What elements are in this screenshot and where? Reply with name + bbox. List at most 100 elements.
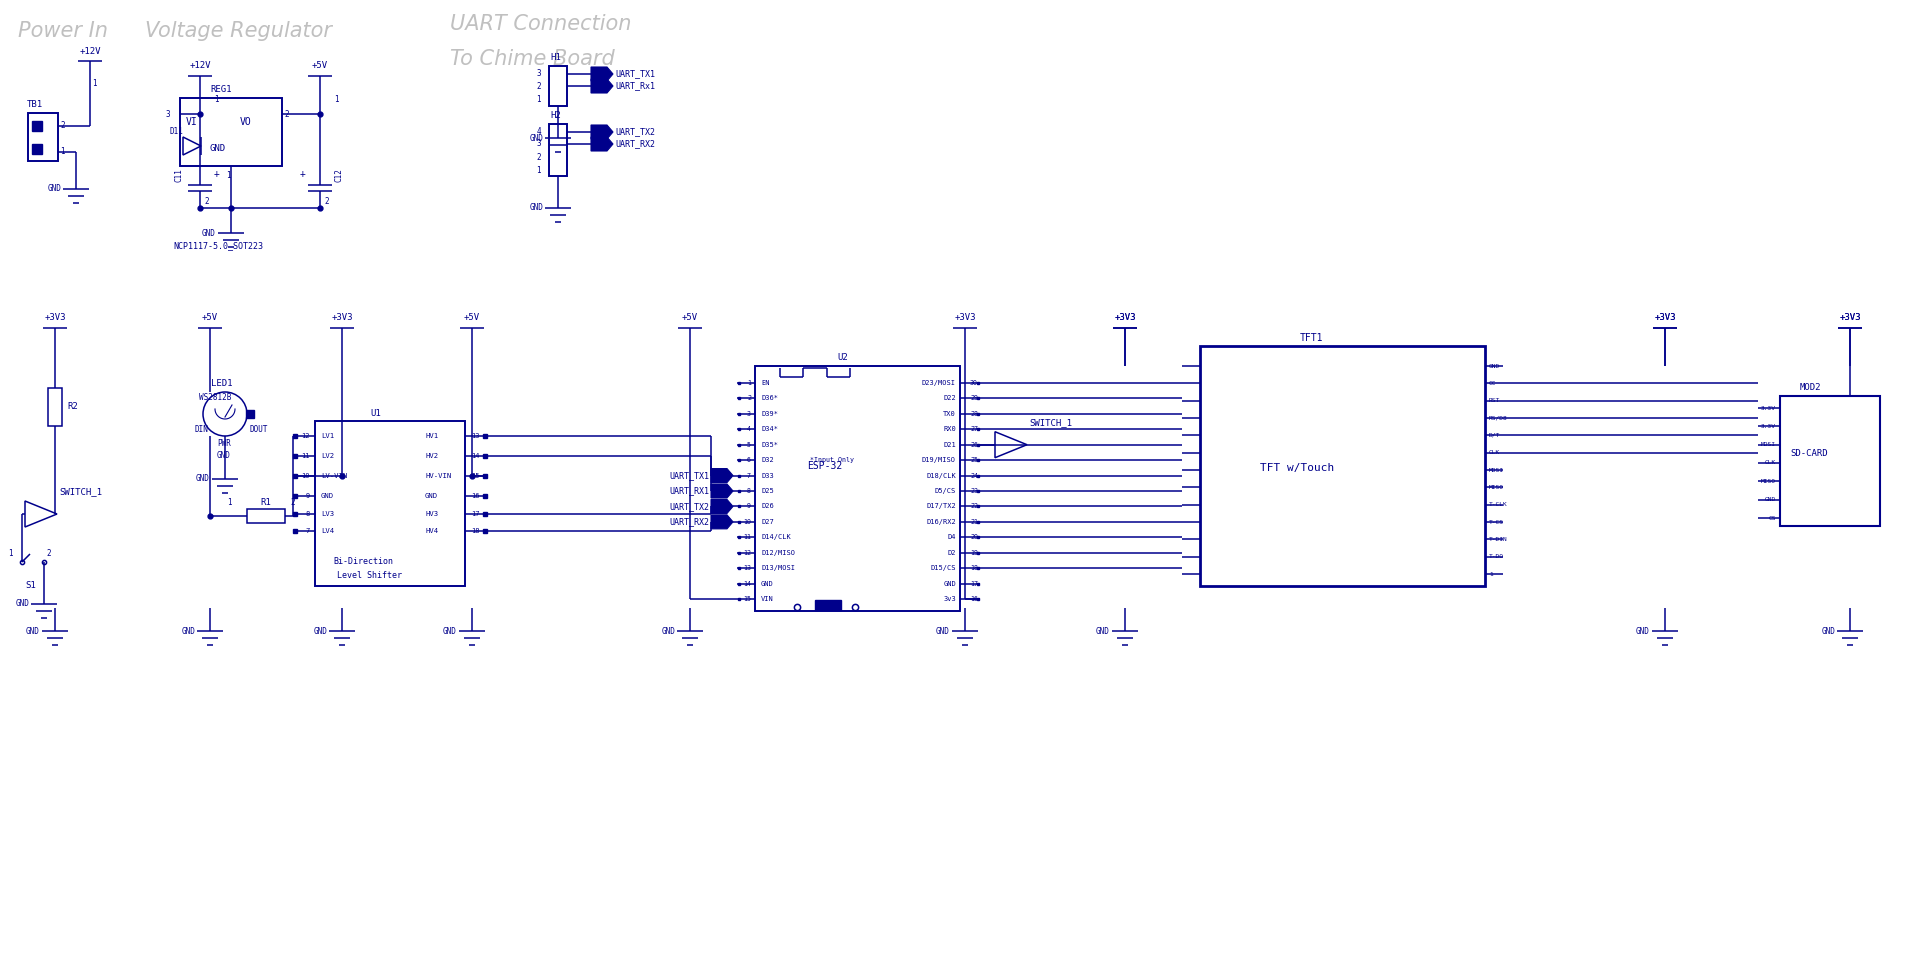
Text: D4: D4 bbox=[948, 534, 956, 541]
Text: +: + bbox=[215, 169, 220, 179]
Text: UART_TX1: UART_TX1 bbox=[615, 69, 655, 78]
Text: 13: 13 bbox=[471, 433, 479, 439]
Text: 15: 15 bbox=[743, 596, 751, 602]
Text: D35*: D35* bbox=[761, 442, 778, 448]
Text: MOSI: MOSI bbox=[1761, 442, 1776, 447]
Text: 1: 1 bbox=[536, 96, 540, 104]
Circle shape bbox=[203, 392, 247, 436]
Text: DIN: DIN bbox=[194, 425, 209, 433]
Text: HV1: HV1 bbox=[425, 433, 439, 439]
Polygon shape bbox=[711, 515, 734, 529]
Text: 18: 18 bbox=[471, 528, 479, 534]
Text: D32: D32 bbox=[761, 457, 774, 464]
Text: 23: 23 bbox=[969, 488, 977, 494]
Text: HV4: HV4 bbox=[425, 528, 439, 534]
Text: 1: 1 bbox=[215, 96, 218, 104]
Text: D11: D11 bbox=[171, 128, 184, 137]
Text: D2: D2 bbox=[948, 549, 956, 555]
Text: 14: 14 bbox=[471, 453, 479, 459]
Text: 10: 10 bbox=[301, 473, 310, 479]
Text: 10: 10 bbox=[743, 519, 751, 525]
Text: GND: GND bbox=[1096, 627, 1109, 635]
Text: 2: 2 bbox=[747, 395, 751, 401]
Text: GND: GND bbox=[425, 493, 439, 499]
Bar bbox=[33, 144, 42, 154]
Text: 3: 3 bbox=[536, 69, 540, 78]
Text: D13/MOSI: D13/MOSI bbox=[761, 565, 795, 571]
Polygon shape bbox=[590, 67, 613, 81]
Text: 1: 1 bbox=[226, 498, 232, 507]
Polygon shape bbox=[25, 501, 57, 527]
Text: 2: 2 bbox=[289, 498, 295, 507]
Text: 4: 4 bbox=[747, 427, 751, 432]
Text: 2: 2 bbox=[203, 197, 209, 207]
Polygon shape bbox=[994, 431, 1027, 458]
Text: 12: 12 bbox=[301, 433, 310, 439]
Text: D15/CS: D15/CS bbox=[931, 565, 956, 571]
Text: S1: S1 bbox=[25, 582, 36, 590]
Text: D22: D22 bbox=[943, 395, 956, 401]
Text: TFT w/Touch: TFT w/Touch bbox=[1261, 463, 1334, 473]
Text: Level Shifter: Level Shifter bbox=[337, 572, 402, 581]
Bar bbox=[33, 121, 42, 131]
Text: LV-VIN: LV-VIN bbox=[322, 473, 347, 479]
Text: 7: 7 bbox=[747, 472, 751, 478]
Text: To Chime Board: To Chime Board bbox=[450, 49, 615, 69]
Text: H2: H2 bbox=[550, 111, 561, 120]
Text: U1: U1 bbox=[370, 410, 381, 419]
Text: HV2: HV2 bbox=[425, 453, 439, 459]
Text: GND: GND bbox=[943, 581, 956, 587]
Text: 8: 8 bbox=[307, 511, 310, 517]
Text: VIN: VIN bbox=[761, 596, 774, 602]
Text: 3: 3 bbox=[165, 109, 171, 118]
Text: UART_TX2: UART_TX2 bbox=[669, 502, 709, 510]
Text: Voltage Regulator: Voltage Regulator bbox=[146, 21, 331, 41]
Text: 3: 3 bbox=[747, 411, 751, 417]
Text: D21: D21 bbox=[943, 442, 956, 448]
Text: GND: GND bbox=[48, 184, 61, 193]
Text: 6: 6 bbox=[747, 457, 751, 464]
Text: 30: 30 bbox=[969, 380, 977, 386]
Text: +12V: +12V bbox=[190, 61, 211, 70]
Text: D19/MISO: D19/MISO bbox=[922, 457, 956, 464]
Text: GND: GND bbox=[211, 143, 226, 152]
Text: 20: 20 bbox=[969, 534, 977, 541]
Text: 24: 24 bbox=[969, 472, 977, 478]
Text: 28: 28 bbox=[969, 411, 977, 417]
Text: 2: 2 bbox=[536, 153, 540, 162]
Text: GND: GND bbox=[1489, 363, 1500, 369]
Text: LV3: LV3 bbox=[322, 511, 333, 517]
Text: CLK: CLK bbox=[1489, 450, 1500, 455]
Text: +: + bbox=[301, 169, 307, 179]
Text: 1: 1 bbox=[536, 167, 540, 176]
Text: D26: D26 bbox=[761, 504, 774, 509]
Text: RS/D8: RS/D8 bbox=[1489, 416, 1508, 421]
Text: Bi-Direction: Bi-Direction bbox=[333, 556, 393, 565]
Bar bbox=[48, 388, 61, 426]
Text: D14/CLK: D14/CLK bbox=[761, 534, 791, 541]
Text: U2: U2 bbox=[837, 353, 847, 362]
Text: 11: 11 bbox=[301, 453, 310, 459]
Text: 2: 2 bbox=[46, 549, 50, 558]
Text: +3V3: +3V3 bbox=[1654, 313, 1676, 322]
Text: REG1: REG1 bbox=[211, 86, 232, 95]
Text: SD-CARD: SD-CARD bbox=[1790, 450, 1828, 459]
Bar bbox=[245, 410, 255, 418]
Polygon shape bbox=[590, 137, 613, 151]
Polygon shape bbox=[184, 137, 201, 155]
Text: 18: 18 bbox=[969, 565, 977, 571]
Text: 1: 1 bbox=[8, 549, 13, 558]
Bar bbox=[814, 600, 841, 610]
Text: D33: D33 bbox=[761, 472, 774, 478]
Text: D23/MOSI: D23/MOSI bbox=[922, 380, 956, 386]
Text: UART_Rx1: UART_Rx1 bbox=[615, 82, 655, 91]
Text: 1: 1 bbox=[747, 380, 751, 386]
Text: GND: GND bbox=[1636, 627, 1650, 635]
Text: 9: 9 bbox=[307, 493, 310, 499]
Text: UART_RX2: UART_RX2 bbox=[615, 140, 655, 148]
Text: +5V: +5V bbox=[464, 313, 481, 322]
Text: DOUT: DOUT bbox=[249, 425, 268, 433]
Text: SWITCH_1: SWITCH_1 bbox=[59, 487, 102, 497]
Text: HV3: HV3 bbox=[425, 511, 439, 517]
Text: D25: D25 bbox=[761, 488, 774, 494]
